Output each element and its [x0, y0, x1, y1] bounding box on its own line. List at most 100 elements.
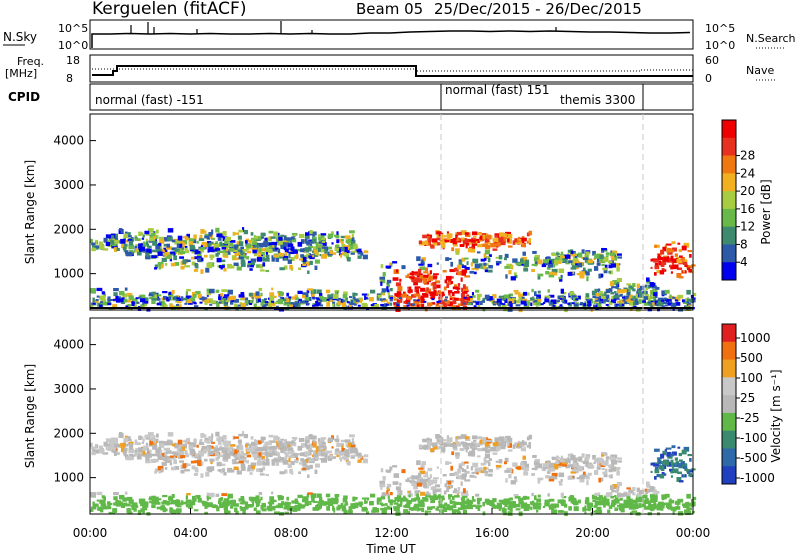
velocity-cell: [646, 500, 652, 505]
velocity-cell: [151, 502, 158, 505]
power-cell: [521, 237, 527, 242]
power-cell: [580, 302, 584, 305]
velocity-cell: [670, 470, 674, 474]
power-cell: [253, 303, 257, 308]
power-cell: [182, 236, 189, 239]
velocity-cell: [571, 469, 578, 472]
power-cell: [666, 247, 671, 253]
velocity-cell: [211, 433, 214, 439]
velocity-cell: [674, 457, 678, 461]
power-cell: [141, 237, 145, 240]
power-cell: [687, 249, 693, 253]
power-cell: [115, 242, 118, 246]
power-cell: [546, 258, 550, 263]
velocity-cell: [313, 453, 318, 458]
velocity-cell: [611, 490, 617, 493]
power-cell: [102, 301, 108, 306]
power-cell: [531, 263, 537, 266]
power-cell: [98, 245, 105, 250]
power-cell: [271, 247, 278, 252]
velocity-cell: [431, 498, 436, 502]
power-cell: [615, 286, 619, 289]
freq-left-bottom-tick: 8: [66, 72, 73, 85]
velocity-cell: [587, 472, 592, 476]
power-cell: [648, 302, 653, 306]
velocity-cell: [654, 448, 657, 452]
velocity-cell: [250, 443, 254, 446]
velocity-cell: [546, 470, 551, 474]
power-cell: [220, 265, 223, 270]
velocity-cell: [291, 437, 298, 440]
power-cell: [461, 265, 467, 268]
velocity-cell: [610, 467, 616, 472]
power-cell: [254, 295, 261, 300]
velocity-cell: [569, 495, 575, 500]
velocity-cell: [436, 441, 441, 444]
power-cell: [304, 247, 310, 250]
velocity-cell: [682, 474, 685, 477]
velocity-colorbar-swatch: [722, 377, 736, 396]
power-cell: [239, 298, 244, 301]
velocity-cell: [488, 458, 492, 462]
velocity-cell: [681, 503, 686, 507]
power-cell: [166, 243, 170, 248]
velocity-cell: [252, 502, 255, 507]
velocity-cell: [213, 447, 220, 452]
power-cell: [336, 231, 339, 235]
power-cell: [181, 239, 188, 245]
power-cell: [537, 290, 541, 294]
velocity-cell: [260, 452, 267, 456]
power-cell: [146, 241, 149, 246]
power-cell: [632, 288, 636, 292]
velocity-cell: [487, 473, 493, 477]
power-cell: [161, 257, 167, 262]
velocity-cell: [685, 509, 690, 513]
power-cell: [152, 240, 158, 246]
velocity-cell: [128, 441, 134, 445]
power-cell: [203, 245, 208, 248]
power-cell: [548, 294, 555, 298]
power-cell: [597, 288, 601, 293]
power-cell: [664, 245, 667, 248]
velocity-cell: [472, 504, 477, 507]
power-cell: [221, 289, 228, 293]
velocity-cell: [574, 459, 578, 462]
velocity-cell: [608, 465, 613, 468]
power-cell: [393, 298, 399, 301]
power-cell: [225, 247, 229, 252]
power-cell: [115, 295, 119, 301]
velocity-cell: [330, 456, 337, 459]
power-cell: [103, 294, 106, 297]
velocity-cell: [238, 433, 244, 437]
power-cell: [353, 245, 359, 250]
velocity-cell: [453, 501, 459, 505]
power-cell: [186, 288, 191, 292]
power-cell: [359, 300, 362, 304]
velocity-cell: [336, 454, 340, 458]
velocity-cell: [436, 438, 439, 444]
power-cell: [348, 296, 352, 299]
velocity-cell: [256, 452, 261, 456]
power-cell: [417, 268, 422, 274]
power-cell: [460, 237, 465, 240]
velocity-cell: [495, 446, 501, 451]
velocity-cell: [492, 442, 499, 447]
power-cell: [397, 299, 400, 305]
power-cell: [357, 255, 362, 259]
velocity-cell: [481, 447, 488, 452]
velocity-cell: [648, 506, 653, 510]
power-cell: [401, 265, 406, 270]
velocity-cell: [348, 508, 352, 513]
power-cell: [398, 297, 402, 300]
velocity-cell: [260, 504, 264, 510]
velocity-cell: [294, 500, 299, 505]
power-cell: [256, 248, 261, 252]
velocity-cell: [127, 443, 133, 446]
power-cell: [661, 299, 665, 302]
power-cell: [156, 302, 162, 306]
velocity-colorbar-tick-label: 100: [740, 371, 763, 385]
power-cell: [515, 239, 519, 243]
power-cell: [407, 302, 411, 305]
power-cell: [356, 300, 360, 303]
